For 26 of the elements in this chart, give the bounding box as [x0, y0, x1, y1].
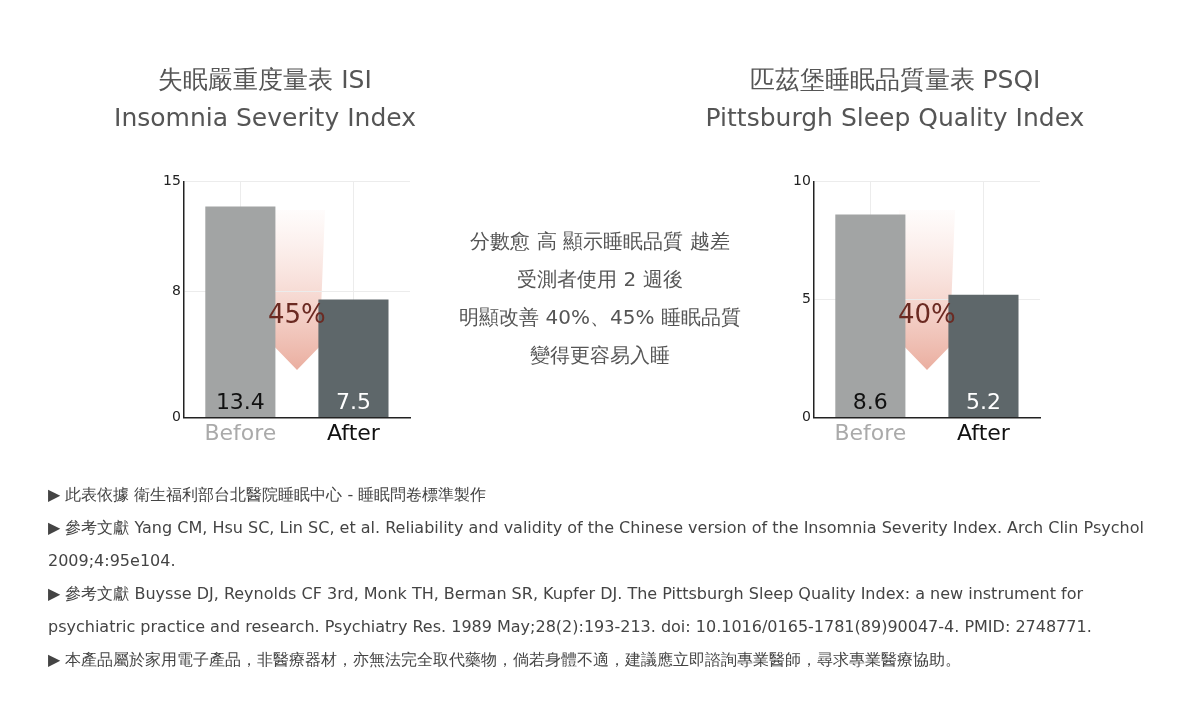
y-tick-label: 5: [801, 290, 811, 307]
data-label: 7.5: [335, 388, 371, 414]
chart-title: 失眠嚴重度量表 ISI: [157, 64, 373, 96]
y-tick-label: 0: [801, 408, 811, 425]
text: ▶ 參考文獻 Buysse DJ, Reynolds CF 3rd, Monk TH, Berman SR, Kupfer DJ. The Pittsburgh Sleep Quality Index: a new instrument for psychiatric practice and research. Psychiatry Res. 1989 May;28(2):193-213. doi: 10.1016/0165-1781(89)90047-4. PMID: 2748771.: [48, 583, 1093, 638]
y-tick-label: 15: [162, 172, 181, 189]
data-label: 8.6: [852, 388, 888, 414]
chart-subtitle: Insomnia Severity Index: [113, 102, 417, 134]
x-tick-label: After: [327, 419, 381, 445]
y-tick-label: 8: [171, 282, 181, 299]
text: 明顯改善 40%、45% 睡眠品質: [458, 304, 742, 331]
y-tick-label: 10: [792, 172, 811, 189]
x-tick-label: After: [957, 419, 1011, 445]
y-tick-label: 0: [171, 408, 181, 425]
text: 受測者使用 2 週後: [516, 266, 684, 293]
data-label: 13.4: [215, 388, 265, 414]
text: 分數愈 高 顯示睡眠品質 越差: [469, 228, 731, 255]
data-label: 5.2: [965, 388, 1001, 414]
text: 變得更容易入睡: [529, 342, 671, 369]
text: ▶ 此表依據 衛生福利部台北醫院睡眠中心 - 睡眠問卷標準製作: [48, 484, 488, 506]
x-tick-label: Before: [204, 419, 277, 445]
chart-title: 匹茲堡睡眠品質量表 PSQI: [748, 64, 1042, 96]
text: ▶ 參考文獻 Yang CM, Hsu SC, Lin SC, et al. Reliability and validity of the Chinese version of the Insomnia Severity Index. Arch Clin Psychol 2009;4:95e104.: [48, 517, 1145, 572]
x-tick-label: Before: [834, 419, 907, 445]
chart-subtitle: Pittsburgh Sleep Quality Index: [704, 102, 1086, 134]
text: ▶ 本產品屬於家用電子產品，非醫療器材，亦無法完全取代藥物，倘若身體不適，建議應立即諮詢專業醫師，尋求專業醫療協助。: [48, 649, 963, 671]
